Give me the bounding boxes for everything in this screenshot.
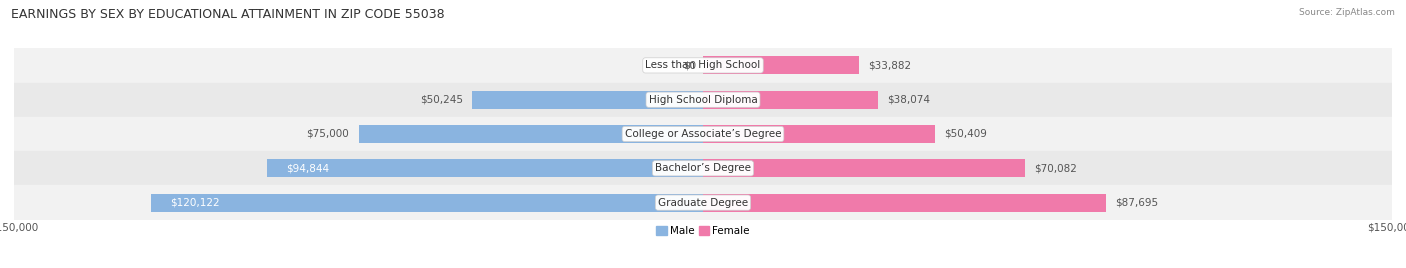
Text: Less than High School: Less than High School	[645, 60, 761, 70]
Text: High School Diploma: High School Diploma	[648, 95, 758, 105]
Text: $50,409: $50,409	[943, 129, 987, 139]
Text: Graduate Degree: Graduate Degree	[658, 198, 748, 208]
Bar	[703, 159, 1025, 177]
Text: $87,695: $87,695	[1115, 198, 1159, 208]
Text: $75,000: $75,000	[307, 129, 349, 139]
Text: $94,844: $94,844	[285, 163, 329, 173]
Bar	[359, 125, 703, 143]
Bar	[703, 57, 859, 74]
Bar	[14, 185, 1392, 220]
Bar	[703, 194, 1105, 211]
Text: $50,245: $50,245	[420, 95, 463, 105]
Bar	[703, 91, 877, 109]
Bar	[14, 151, 1392, 185]
Bar	[152, 194, 703, 211]
Text: $70,082: $70,082	[1033, 163, 1077, 173]
Bar	[267, 159, 703, 177]
Legend: Male, Female: Male, Female	[652, 222, 754, 240]
Bar	[14, 48, 1392, 83]
Text: Source: ZipAtlas.com: Source: ZipAtlas.com	[1299, 8, 1395, 17]
Bar	[472, 91, 703, 109]
Bar	[703, 125, 935, 143]
Bar	[14, 83, 1392, 117]
Text: $38,074: $38,074	[887, 95, 929, 105]
Text: $120,122: $120,122	[170, 198, 219, 208]
Text: College or Associate’s Degree: College or Associate’s Degree	[624, 129, 782, 139]
Text: EARNINGS BY SEX BY EDUCATIONAL ATTAINMENT IN ZIP CODE 55038: EARNINGS BY SEX BY EDUCATIONAL ATTAINMEN…	[11, 8, 444, 21]
Text: $33,882: $33,882	[868, 60, 911, 70]
Text: $0: $0	[683, 60, 696, 70]
Bar	[14, 117, 1392, 151]
Text: Bachelor’s Degree: Bachelor’s Degree	[655, 163, 751, 173]
